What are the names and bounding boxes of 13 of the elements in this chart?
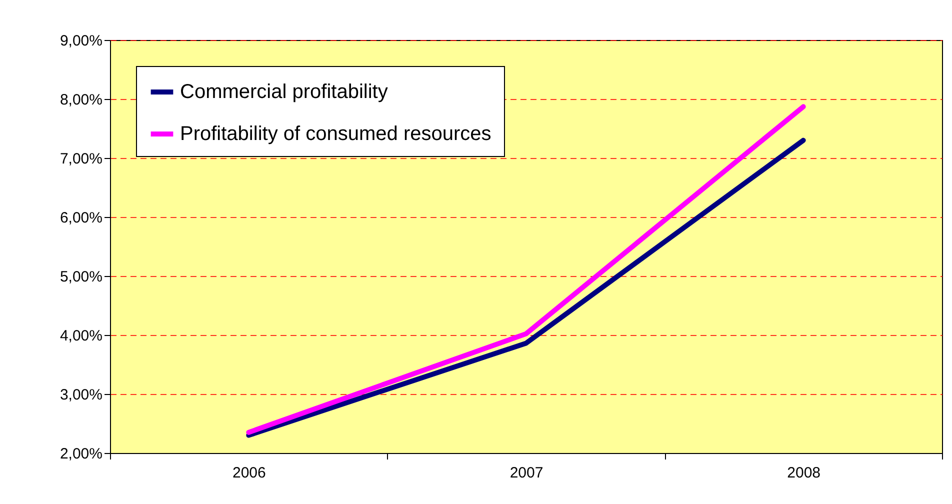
y-tick-label: 2,00% — [60, 446, 102, 462]
y-tick-label: 4,00% — [60, 328, 102, 344]
x-tick-label: 2007 — [510, 464, 544, 482]
y-tick-label: 3,00% — [60, 386, 102, 404]
legend-label: Profitability of consumed resources — [180, 123, 492, 145]
y-tick-label: 9,00% — [60, 32, 102, 50]
x-tick-label: 2008 — [787, 464, 821, 482]
x-tick-label: 2006 — [232, 464, 266, 482]
y-tick-label: 6,00% — [60, 210, 102, 226]
legend-label: Commercial profitability — [180, 81, 388, 103]
y-tick-label: 5,00% — [60, 268, 102, 286]
y-tick-label: 8,00% — [60, 92, 102, 108]
y-tick-label: 7,00% — [60, 150, 102, 168]
